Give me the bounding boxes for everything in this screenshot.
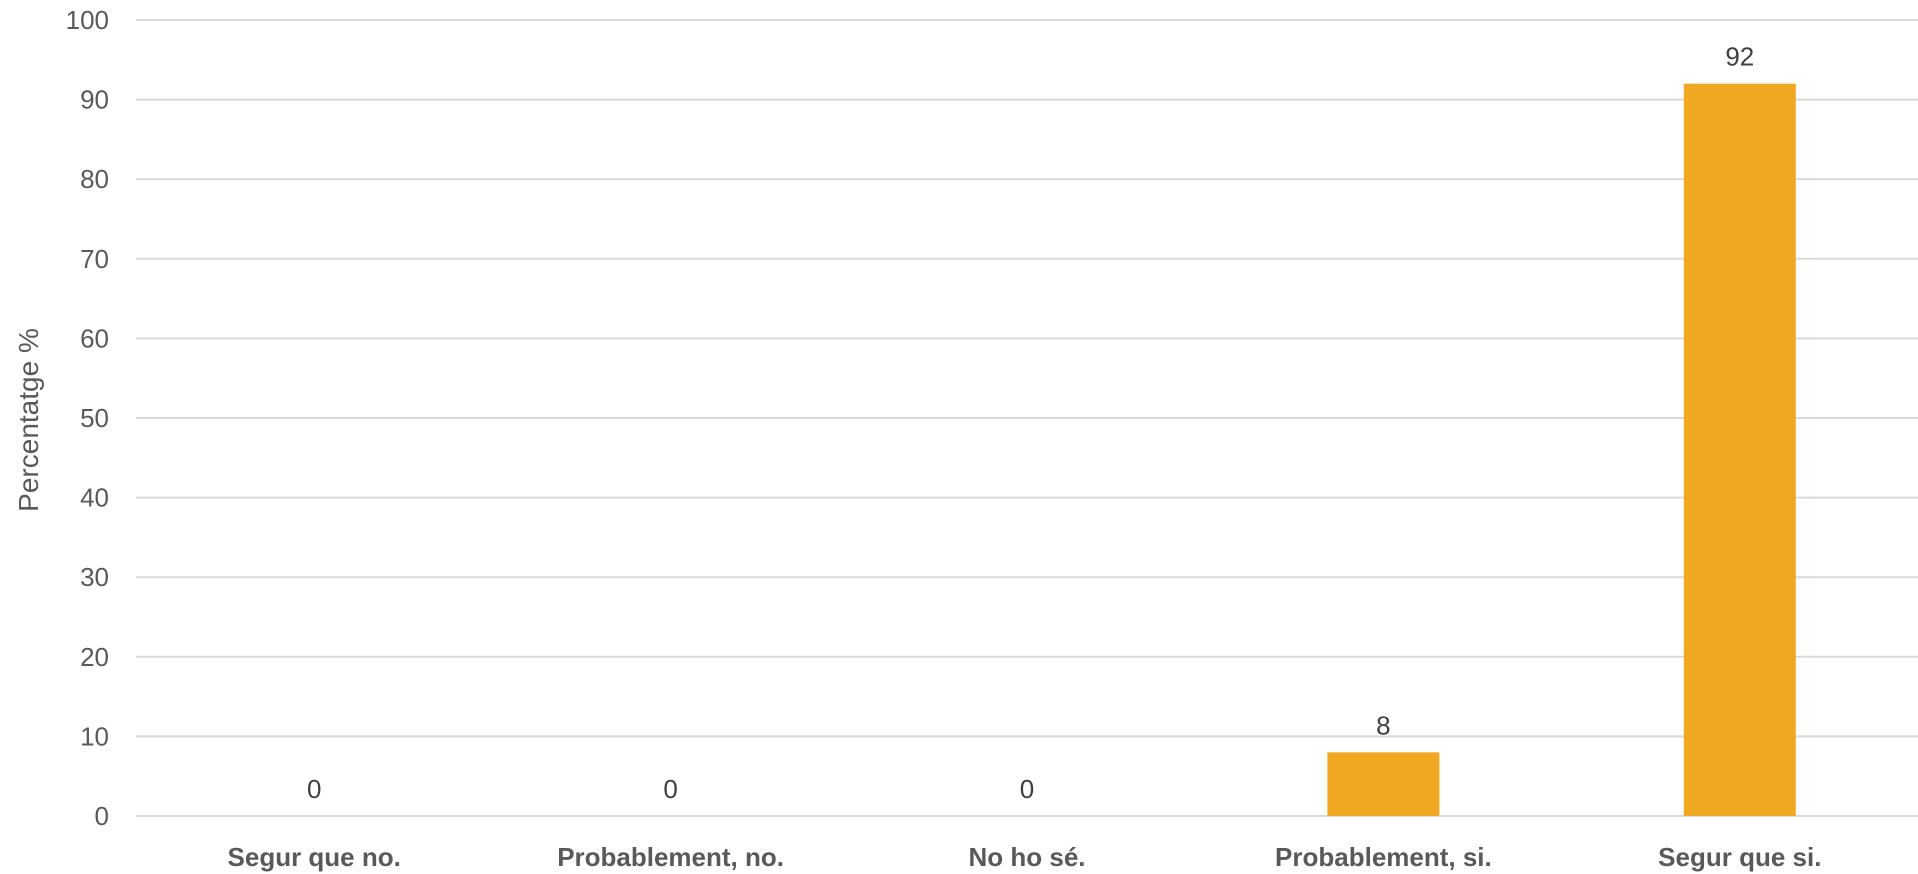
y-axis-title: Percentatge % (13, 328, 44, 512)
x-category-label: Segur que si. (1658, 842, 1821, 872)
y-tick-label: 10 (80, 721, 109, 751)
x-category-label: Segur que no. (228, 842, 401, 872)
data-label: 0 (663, 774, 677, 804)
data-label: 8 (1376, 710, 1390, 740)
y-tick-label: 0 (95, 801, 109, 831)
data-label: 0 (307, 774, 321, 804)
x-axis-categories: Segur que no. Probablement, no. No ho sé. P… (228, 842, 1822, 872)
data-label: 92 (1725, 42, 1754, 72)
y-tick-label: 90 (80, 85, 109, 115)
data-label: 0 (1020, 774, 1034, 804)
y-tick-label: 80 (80, 164, 109, 194)
bar (1327, 752, 1440, 816)
y-tick-label: 50 (80, 403, 109, 433)
y-tick-label: 30 (80, 562, 109, 592)
y-tick-label: 60 (80, 323, 109, 353)
y-tick-label: 20 (80, 642, 109, 672)
x-category-label: No ho sé. (968, 842, 1085, 872)
x-category-label: Probablement, no. (557, 842, 784, 872)
x-category-label: Probablement, si. (1275, 842, 1492, 872)
data-labels: 0 0 0 8 92 (307, 42, 1754, 804)
y-tick-label: 100 (66, 5, 109, 35)
gridlines (136, 19, 1918, 817)
bar (1683, 83, 1796, 817)
y-tick-label: 40 (80, 483, 109, 513)
y-tick-label: 70 (80, 244, 109, 274)
y-axis-ticks: 0 10 20 30 40 50 60 70 80 90 100 (66, 5, 109, 831)
bars (1327, 83, 1796, 817)
